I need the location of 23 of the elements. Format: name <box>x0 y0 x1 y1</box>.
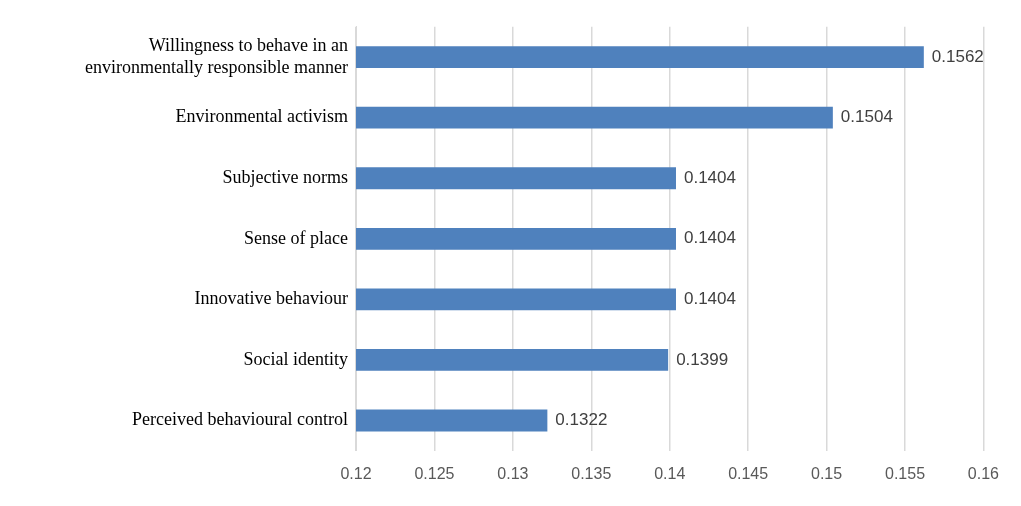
data-label: 0.1404 <box>683 167 736 187</box>
data-label: 0.1404 <box>683 228 736 248</box>
y-tick-label: Social identity <box>243 348 348 369</box>
y-tick-label: Environmental activism <box>175 106 348 127</box>
x-tick-label: 0.135 <box>571 464 612 482</box>
y-tick-label: Subjective norms <box>222 166 348 187</box>
y-tick-label: Willingness to behave in an environmentally responsible manner <box>85 35 348 77</box>
x-tick-label: 0.14 <box>654 464 686 482</box>
x-tick-label: 0.12 <box>340 464 372 482</box>
y-tick-label: Sense of place <box>244 227 348 248</box>
data-label: 0.1504 <box>840 107 893 127</box>
data-label: 0.1322 <box>555 410 608 430</box>
x-tick-label: 0.16 <box>967 464 1000 482</box>
y-tick-label: Perceived behavioural control <box>132 409 348 430</box>
data-label: 0.1404 <box>683 289 736 309</box>
y-tick-label: Innovative behaviour <box>194 288 348 309</box>
data-label: 0.1562 <box>931 46 984 66</box>
x-tick-label: 0.15 <box>811 464 843 482</box>
x-tick-label: 0.145 <box>728 464 769 482</box>
x-tick-label: 0.125 <box>414 464 455 482</box>
x-tick-label: 0.155 <box>884 464 926 482</box>
data-label: 0.1399 <box>676 349 729 369</box>
x-tick-label: 0.13 <box>497 464 529 482</box>
